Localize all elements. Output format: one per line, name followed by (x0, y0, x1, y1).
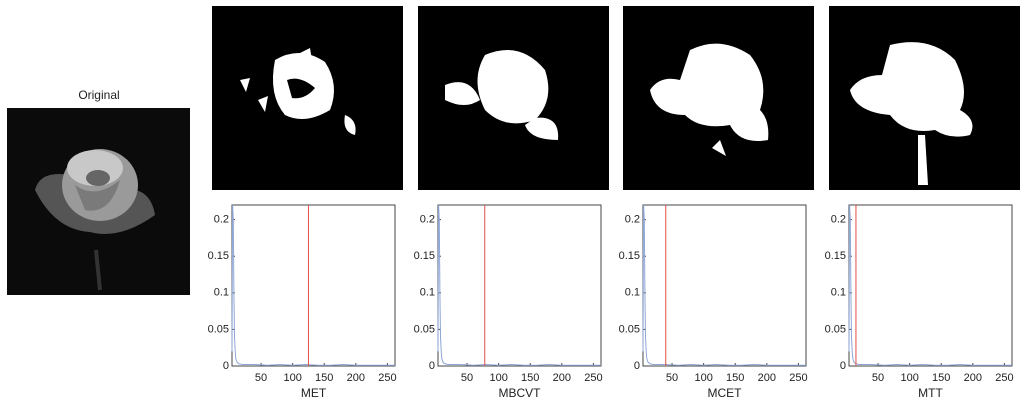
histogram-line (231, 204, 395, 366)
plot-area (848, 204, 1013, 367)
binary-met (212, 6, 403, 190)
y-tick-label: 0.2 (420, 214, 435, 226)
binary-mcet (623, 6, 814, 190)
y-tick-label: 0 (840, 360, 846, 372)
x-tick-label: 100 (283, 372, 301, 384)
x-tick-label: 150 (315, 372, 333, 384)
histogram-line (848, 204, 1012, 366)
x-tick-label: 100 (489, 372, 507, 384)
y-tick-label: 0.2 (831, 214, 846, 226)
y-tick-label: 0.2 (214, 214, 229, 226)
y-tick-label: 0 (429, 360, 435, 372)
x-axis-label: MBCVT (499, 386, 542, 400)
y-tick-label: 0.1 (625, 287, 640, 299)
y-tick-label: 0.15 (414, 250, 435, 262)
x-tick-label: 250 (378, 372, 396, 384)
x-tick-label: 50 (461, 372, 473, 384)
x-tick-label: 250 (995, 372, 1013, 384)
histogram-line (642, 204, 806, 366)
x-tick-label: 100 (694, 372, 712, 384)
y-tick-label: 0.2 (625, 214, 640, 226)
x-tick-label: 150 (726, 372, 744, 384)
x-axis-label: MCET (708, 386, 743, 400)
x-tick-label: 250 (789, 372, 807, 384)
x-tick-label: 50 (255, 372, 267, 384)
y-tick-label: 0.1 (214, 287, 229, 299)
binary-mtt (829, 6, 1020, 190)
y-tick-label: 0.05 (414, 323, 435, 335)
y-tick-label: 0.1 (831, 287, 846, 299)
plot-area (437, 204, 602, 367)
y-tick-label: 0.05 (619, 323, 640, 335)
plot-area (642, 204, 807, 367)
y-tick-label: 0.15 (825, 250, 846, 262)
plot-area (231, 204, 396, 367)
x-tick-label: 200 (347, 372, 365, 384)
y-tick-label: 0.05 (208, 323, 229, 335)
x-axis-label: MET (301, 386, 327, 400)
x-tick-label: 150 (521, 372, 539, 384)
y-tick-label: 0.05 (825, 323, 846, 335)
x-tick-label: 100 (900, 372, 918, 384)
original-image (7, 108, 190, 295)
y-tick-label: 0 (634, 360, 640, 372)
x-tick-label: 200 (553, 372, 571, 384)
x-tick-label: 50 (872, 372, 884, 384)
y-tick-label: 0 (223, 360, 229, 372)
y-tick-label: 0.15 (619, 250, 640, 262)
histogram-line (437, 204, 601, 366)
x-tick-label: 200 (964, 372, 982, 384)
binary-mbcvt (418, 6, 609, 190)
original-title: Original (78, 88, 119, 102)
y-tick-label: 0.15 (208, 250, 229, 262)
x-tick-label: 150 (932, 372, 950, 384)
x-tick-label: 200 (758, 372, 776, 384)
x-tick-label: 50 (666, 372, 678, 384)
y-tick-label: 0.1 (420, 287, 435, 299)
x-axis-label: MTT (918, 386, 943, 400)
x-tick-label: 250 (584, 372, 602, 384)
